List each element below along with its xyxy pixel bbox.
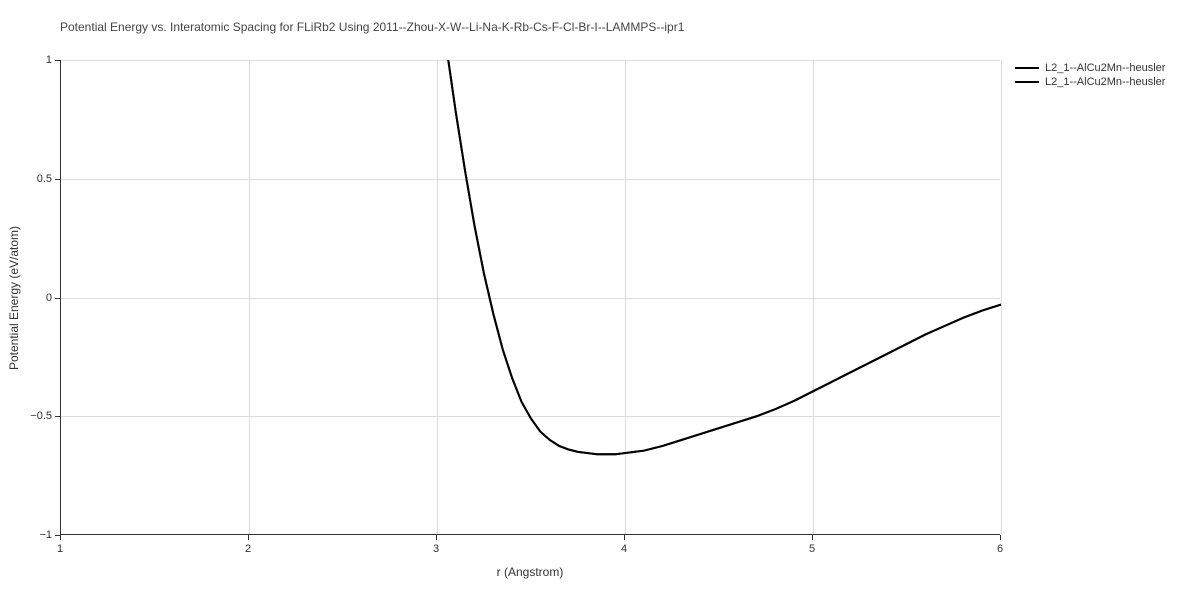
x-tick-label: 3	[433, 543, 439, 555]
legend-item: L2_1--AlCu2Mn--heusler	[1015, 76, 1165, 88]
x-tick-mark	[60, 535, 61, 540]
legend: L2_1--AlCu2Mn--heusler L2_1--AlCu2Mn--heu…	[1015, 62, 1165, 90]
curve-svg	[61, 60, 1001, 535]
series-line-0	[448, 60, 1001, 454]
x-tick-mark	[812, 535, 813, 540]
x-tick-label: 6	[997, 543, 1003, 555]
x-tick-label: 5	[809, 543, 815, 555]
legend-label: L2_1--AlCu2Mn--heusler	[1045, 76, 1165, 88]
y-axis-label: Potential Energy (eV/atom)	[7, 225, 21, 369]
y-tick-label: 0	[46, 292, 52, 304]
x-tick-label: 4	[621, 543, 627, 555]
x-tick-mark	[436, 535, 437, 540]
x-tick-mark	[248, 535, 249, 540]
y-tick-label: −1	[39, 529, 52, 541]
chart-container: Potential Energy vs. Interatomic Spacing…	[0, 0, 1200, 600]
grid-line-vertical	[1001, 60, 1002, 534]
y-tick-mark	[55, 535, 60, 536]
x-axis-label: r (Angstrom)	[497, 565, 564, 579]
legend-label: L2_1--AlCu2Mn--heusler	[1045, 62, 1165, 74]
legend-line-icon	[1015, 67, 1039, 69]
legend-item: L2_1--AlCu2Mn--heusler	[1015, 62, 1165, 74]
y-tick-mark	[55, 416, 60, 417]
x-tick-mark	[1000, 535, 1001, 540]
y-tick-label: −0.5	[30, 410, 52, 422]
y-tick-mark	[55, 298, 60, 299]
x-tick-label: 2	[245, 543, 251, 555]
chart-title: Potential Energy vs. Interatomic Spacing…	[60, 20, 684, 34]
legend-line-icon	[1015, 81, 1039, 83]
x-tick-label: 1	[57, 543, 63, 555]
y-tick-mark	[55, 60, 60, 61]
series-line-1	[448, 60, 1001, 454]
y-tick-label: 0.5	[37, 173, 52, 185]
x-tick-mark	[624, 535, 625, 540]
y-tick-label: 1	[46, 54, 52, 66]
y-tick-mark	[55, 179, 60, 180]
plot-area	[60, 60, 1000, 535]
